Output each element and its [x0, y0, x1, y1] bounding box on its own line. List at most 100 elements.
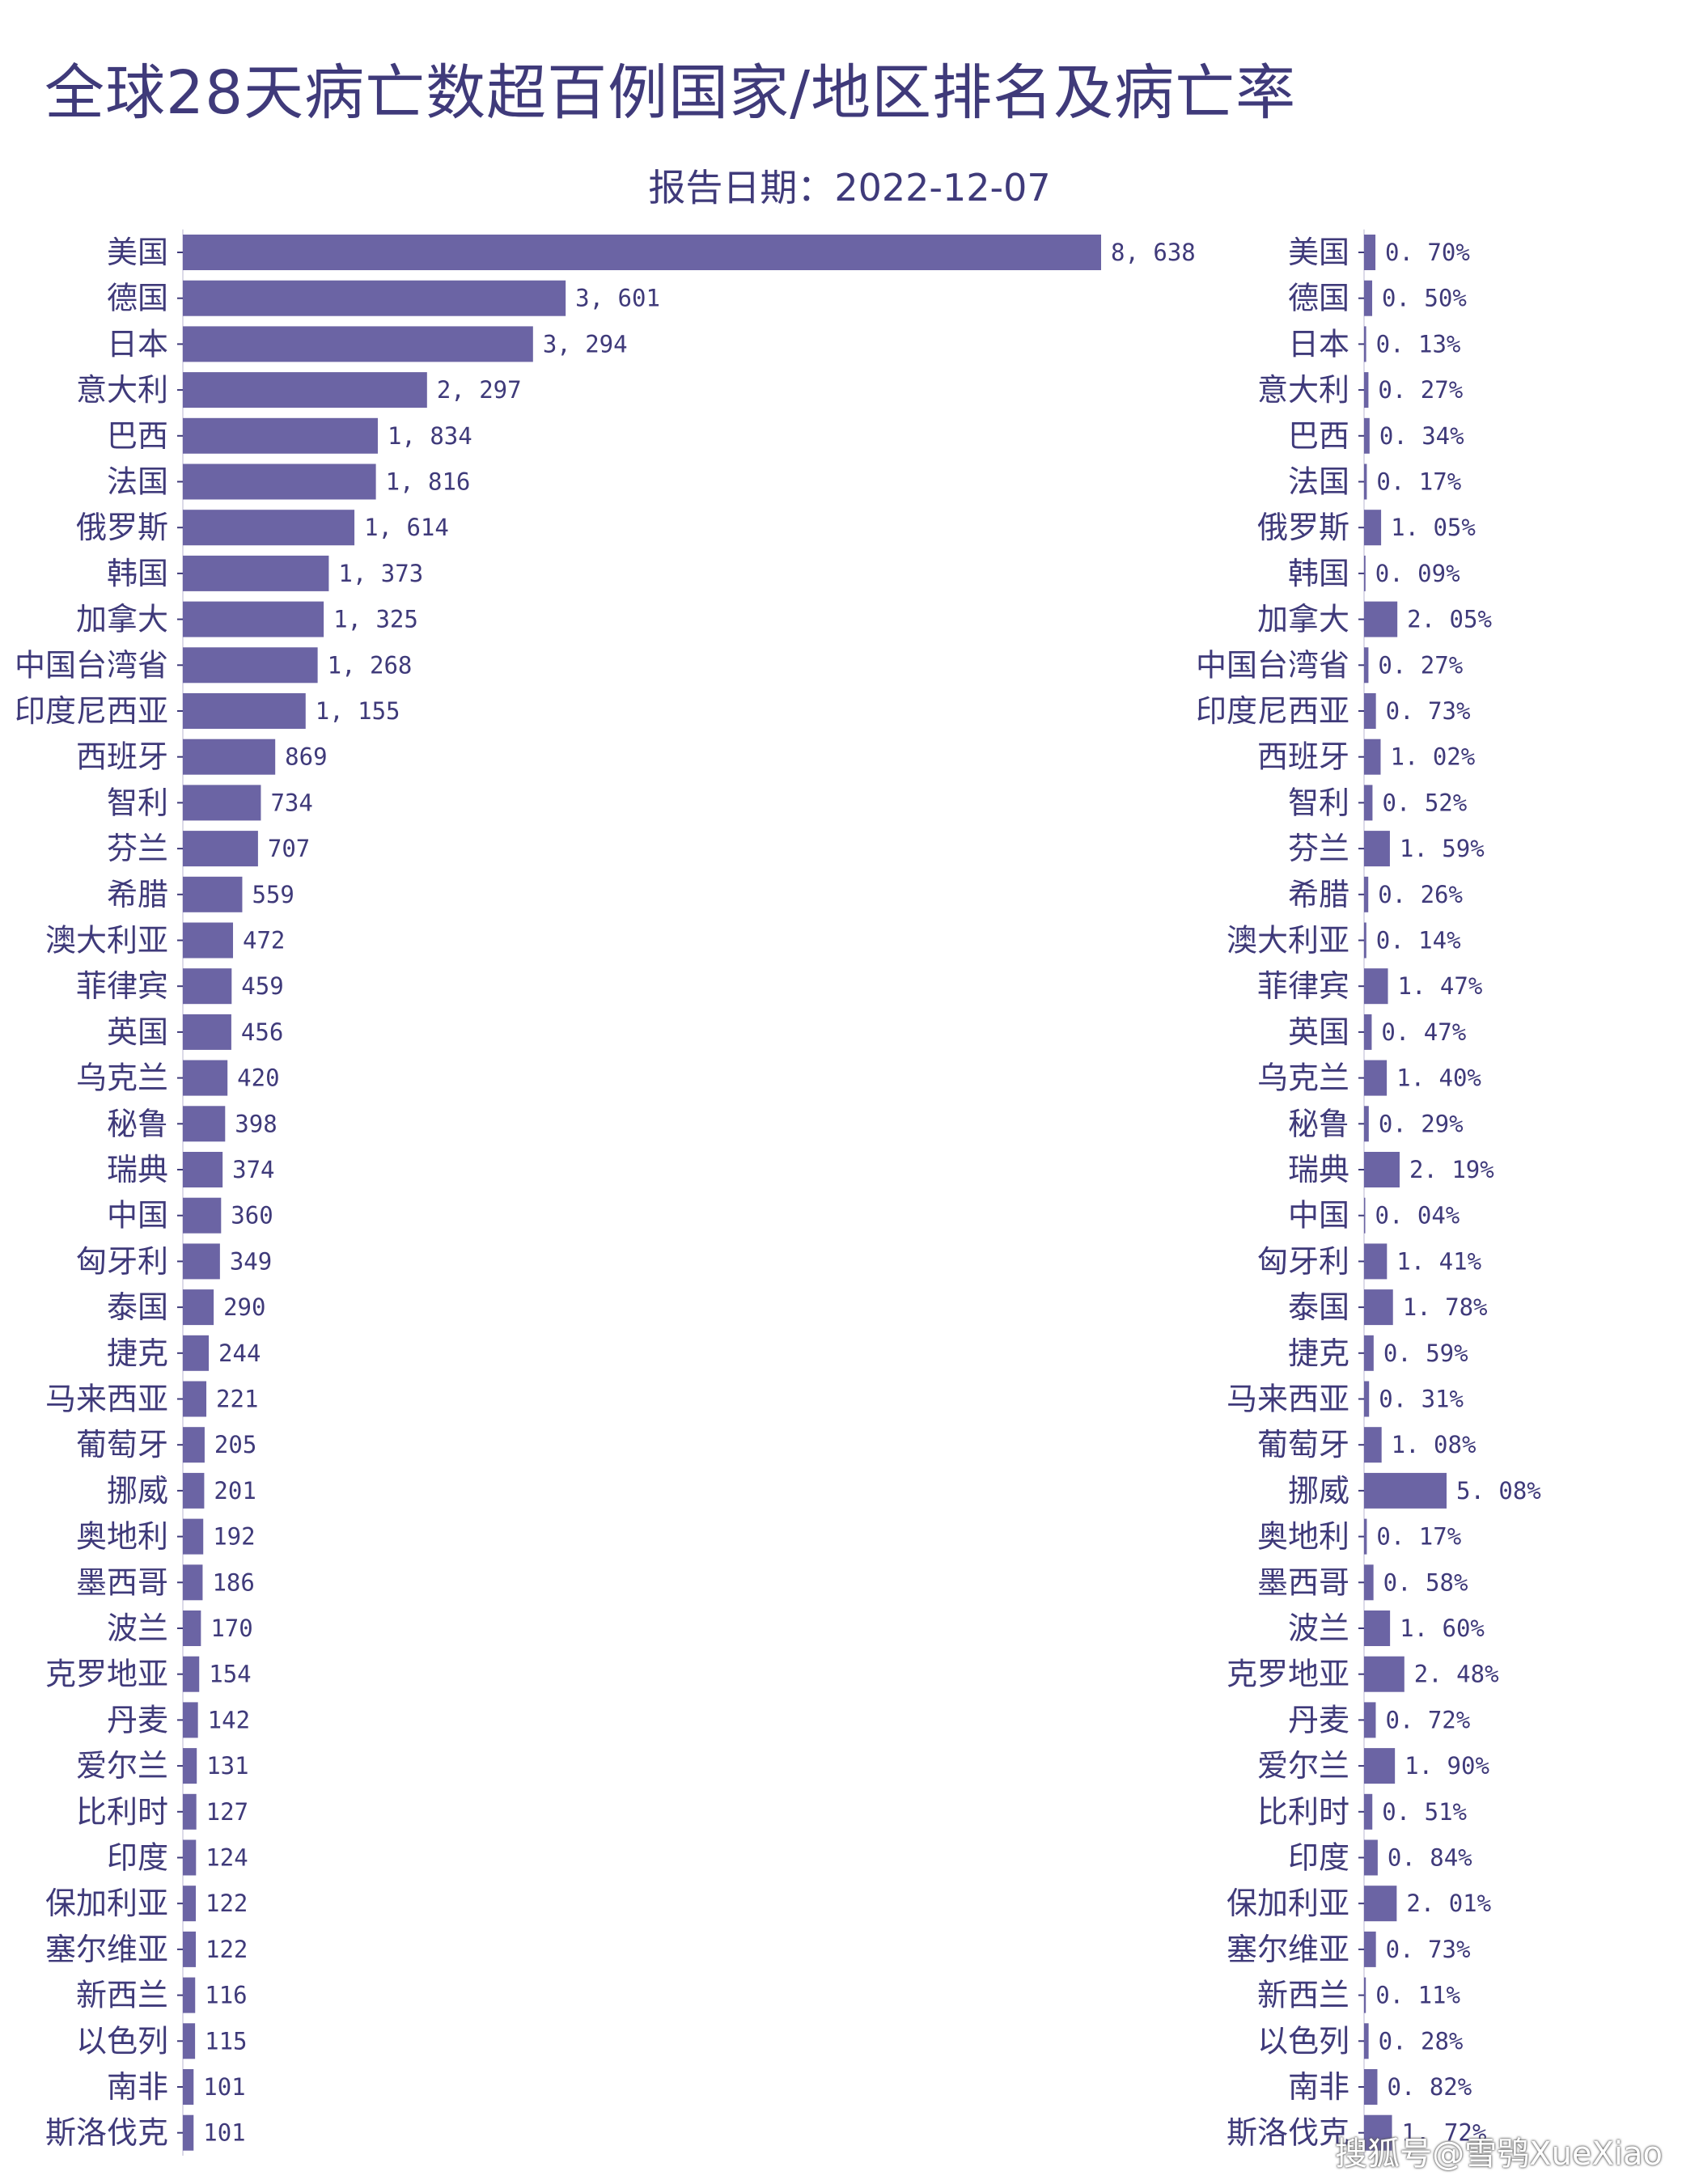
data-label: 2. 48% [1414, 1661, 1499, 1688]
data-label: 0. 34% [1379, 422, 1464, 450]
chart-title: 全球28天病亡数超百例国家/地区排名及病亡率 [44, 58, 1297, 128]
data-label: 122 [205, 1936, 248, 1963]
bar [1364, 1106, 1369, 1142]
category-label: 韩国 [107, 556, 168, 591]
category-label: 印度 [1288, 1840, 1349, 1876]
category-label: 捷克 [107, 1335, 168, 1371]
data-label: 221 [216, 1386, 258, 1413]
category-label: 巴西 [107, 418, 168, 454]
category-label: 保加利亚 [1227, 1886, 1349, 1921]
category-label: 希腊 [107, 877, 168, 912]
category-label: 巴西 [1288, 418, 1349, 454]
bar [1364, 326, 1366, 362]
category-label: 西班牙 [76, 739, 168, 775]
category-label: 英国 [1288, 1014, 1349, 1050]
bar [183, 2023, 196, 2059]
data-label: 3, 294 [543, 330, 628, 358]
bar [1364, 555, 1366, 591]
bar [1364, 647, 1369, 684]
data-label: 0. 50% [1382, 285, 1467, 312]
category-label: 新西兰 [1257, 1978, 1349, 2013]
category-label: 印度 [107, 1840, 168, 1876]
category-label: 泰国 [1288, 1289, 1349, 1325]
category-label: 芬兰 [107, 831, 168, 866]
data-label: 1, 816 [386, 468, 471, 496]
data-label: 360 [231, 1202, 273, 1230]
bar [1364, 1243, 1388, 1280]
data-label: 205 [214, 1431, 256, 1458]
bar [183, 235, 1101, 270]
bar [1364, 968, 1388, 1005]
category-label: 加拿大 [1257, 602, 1349, 637]
bar [1364, 785, 1373, 821]
bar [183, 1886, 197, 1922]
bar [1364, 510, 1382, 546]
data-label: 0. 73% [1386, 697, 1471, 725]
data-label: 192 [213, 1523, 255, 1551]
data-label: 1, 268 [328, 651, 413, 679]
category-label: 智利 [107, 785, 168, 820]
category-label: 英国 [107, 1014, 168, 1050]
bar [183, 417, 378, 454]
category-label: 奥地利 [1257, 1519, 1349, 1555]
data-label: 0. 13% [1376, 330, 1461, 358]
bar [1364, 1381, 1370, 1417]
data-label: 0. 82% [1387, 2073, 1472, 2101]
bar [183, 2069, 194, 2105]
category-label: 墨西哥 [1257, 1564, 1349, 1600]
bar [183, 372, 427, 408]
category-label: 新西兰 [76, 1978, 168, 2013]
category-label: 瑞典 [107, 1152, 168, 1187]
category-label: 法国 [1288, 464, 1349, 500]
data-label: 0. 51% [1382, 1798, 1467, 1826]
category-label: 中国 [1288, 1198, 1349, 1234]
data-label: 734 [270, 789, 312, 816]
category-label: 波兰 [1288, 1610, 1349, 1646]
bar [183, 785, 261, 821]
bar [183, 922, 234, 959]
data-label: 290 [223, 1293, 265, 1321]
data-label: 2. 19% [1409, 1156, 1494, 1183]
category-label: 俄罗斯 [1257, 510, 1349, 545]
bar [183, 831, 258, 867]
category-label: 克罗地亚 [45, 1657, 168, 1692]
bar [1364, 1427, 1382, 1463]
category-label: 克罗地亚 [1227, 1657, 1349, 1692]
data-label: 420 [237, 1064, 279, 1092]
bar [183, 1014, 231, 1050]
category-label: 菲律宾 [76, 968, 168, 1004]
data-label: 1. 47% [1398, 972, 1483, 1000]
category-label: 捷克 [1288, 1335, 1349, 1371]
category-label: 秘鲁 [1288, 1106, 1349, 1141]
category-label: 澳大利亚 [1227, 923, 1349, 959]
data-label: 244 [218, 1340, 261, 1367]
category-label: 日本 [1288, 326, 1349, 362]
category-label: 匈牙利 [1257, 1243, 1349, 1279]
category-label: 斯洛伐克 [1227, 2115, 1349, 2151]
category-label: 波兰 [107, 1610, 168, 1646]
data-label: 472 [243, 927, 285, 954]
bar [1364, 1197, 1366, 1234]
bar [1364, 876, 1369, 912]
bar [1364, 2023, 1369, 2059]
bar [1364, 1289, 1393, 1326]
bar [183, 1748, 197, 1784]
bar [1364, 1060, 1388, 1096]
data-label: 0. 28% [1379, 2027, 1464, 2055]
bar [183, 1839, 197, 1876]
data-label: 1. 40% [1396, 1064, 1481, 1092]
watermark: 搜狐号@雪鸮XueXiao [1335, 2135, 1663, 2173]
bar [183, 1289, 214, 1326]
data-label: 0. 47% [1381, 1018, 1466, 1046]
data-label: 0. 70% [1385, 239, 1470, 266]
data-label: 0. 52% [1382, 789, 1467, 816]
data-label: 2. 05% [1407, 606, 1492, 633]
data-label: 1. 08% [1392, 1431, 1477, 1458]
category-label: 美国 [107, 235, 168, 270]
data-label: 115 [205, 2027, 247, 2055]
category-label: 法国 [107, 464, 168, 500]
deaths-chart: 美国 8, 638 德国 3, 601 日本 3, 294 意大利 2, 297 巴西 1, 83… [15, 229, 1196, 2156]
data-label: 707 [268, 835, 310, 862]
data-label: 349 [230, 1247, 272, 1275]
data-label: 0. 72% [1385, 1706, 1470, 1733]
